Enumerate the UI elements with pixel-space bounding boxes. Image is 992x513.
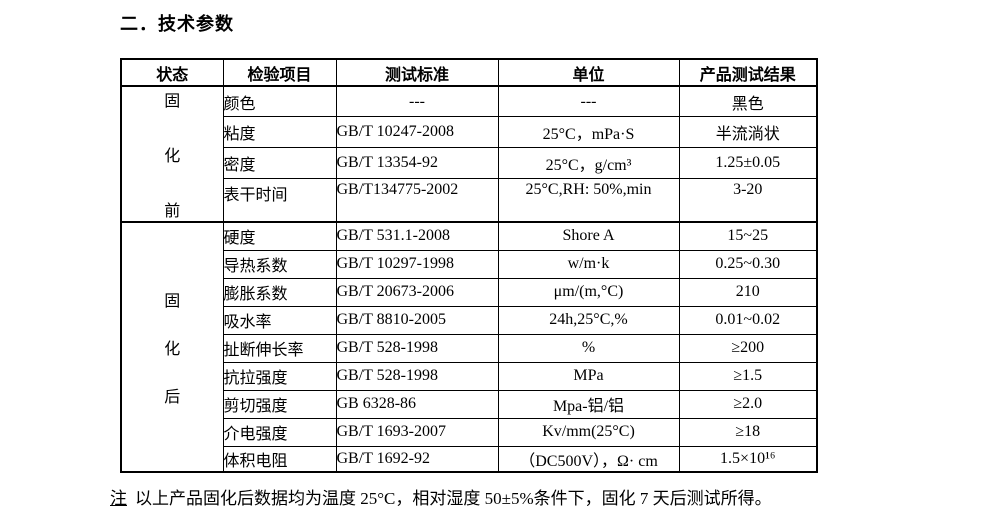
cell-standard: GB/T 1692-92 xyxy=(335,445,499,472)
cell-unit: 25°C，g/cm³ xyxy=(497,146,680,179)
cell-item: 颜色 xyxy=(222,85,337,118)
cell-item: 膨胀系数 xyxy=(222,277,337,307)
table-row: 固化前颜色 --- --- 黑色 xyxy=(120,85,818,223)
table-row: 吸水率 GB/T 8810-2005 24h,25°C,% 0.01~0.02 xyxy=(121,305,818,335)
cell-result: 0.01~0.02 xyxy=(678,305,818,335)
cell-unit: MPa xyxy=(497,361,680,391)
cell-result: 3-20 xyxy=(678,177,818,223)
table-row: 表干时间 GB/T134775-2002 25°C,RH: 50%,min 3-20 xyxy=(121,177,818,223)
footnote: 注以上产品固化后数据均为温度 25°C，相对湿度 50±5%条件下，固化 7 天… xyxy=(110,484,772,509)
cell-item: 抗拉强度 xyxy=(222,361,337,391)
cell-standard: GB/T 1693-2007 xyxy=(335,417,499,447)
technical-parameters-table: 状态 检验项目 测试标准 单位 产品测试结果 固化前颜色 --- --- 黑色 粘度 GB/T 1… xyxy=(120,58,818,473)
cell-standard: GB/T 20673-2006 xyxy=(335,277,499,307)
table-row: 介电强度 GB/T 1693-2007 Kv/mm(25°C) ≥18 xyxy=(121,417,818,447)
state-char-stack: 固化后 xyxy=(122,287,222,407)
column-header-2: 测试标准 xyxy=(335,58,499,87)
footnote-text: 以上产品固化后数据均为温度 25°C，相对湿度 50±5%条件下，固化 7 天后… xyxy=(135,489,772,508)
cell-standard: GB/T134775-2002 xyxy=(335,177,499,223)
table-row: 粘度 GB/T 10247-2008 25°C，mPa·S 半流淌状 xyxy=(121,116,818,148)
column-header-3: 单位 xyxy=(497,58,680,87)
cell-item: 剪切强度 xyxy=(222,389,337,419)
column-header-4: 产品测试结果 xyxy=(678,58,818,87)
cell-item: 密度 xyxy=(222,146,337,179)
cell-standard: GB/T 528-1998 xyxy=(335,333,499,363)
cell-standard: GB/T 531.1-2008 xyxy=(335,221,499,251)
cell-standard: --- xyxy=(335,85,499,118)
cell-standard: GB 6328-86 xyxy=(335,389,499,419)
state-char: 固 xyxy=(164,93,181,110)
table-row: 扯断伸长率 GB/T 528-1998% ≥200 xyxy=(121,333,818,363)
table-row: 密度 GB/T 13354-92 25°C，g/cm³ 1.25±0.05 xyxy=(121,146,818,179)
page-title: 二．技术参数 xyxy=(120,14,234,34)
cell-item: 导热系数 xyxy=(222,249,337,279)
cell-unit: --- xyxy=(497,85,680,118)
cell-standard: GB/T 10297-1998 xyxy=(335,249,499,279)
cell-item: 粘度 xyxy=(222,116,337,148)
cell-result: ≥18 xyxy=(678,417,818,447)
cell-result: 黑色 xyxy=(678,85,818,118)
cell-unit: μm/(m,°C) xyxy=(497,277,680,307)
state-char: 化 xyxy=(164,340,181,358)
state-cell-group-1: 固化后 xyxy=(120,221,224,472)
cell-item: 硬度 xyxy=(222,221,337,251)
cell-unit: 24h,25°C,% xyxy=(497,305,680,335)
cell-unit: Mpa-铝/铝 xyxy=(497,389,680,419)
cell-unit: 25°C,RH: 50%,min xyxy=(497,177,680,223)
state-char-stack: 固化前 xyxy=(122,87,222,221)
cell-unit: w/m·k xyxy=(497,249,680,279)
cell-unit: （DC500V），Ω· cm xyxy=(497,445,680,472)
cell-result: 210 xyxy=(678,277,818,307)
cell-result: ≥1.5 xyxy=(678,361,818,391)
table-row: 体积电阻 GB/T 1692-92 （DC500V），Ω· cm 1.5×10¹⁶ xyxy=(121,445,818,472)
cell-unit: % xyxy=(497,333,680,363)
column-header-0: 状态 xyxy=(120,58,224,87)
cell-item: 体积电阻 xyxy=(222,445,337,472)
cell-result: ≥2.0 xyxy=(678,389,818,419)
cell-result: 1.25±0.05 xyxy=(678,146,818,179)
table-row: 剪切强度 GB 6328-86 Mpa-铝/铝 ≥2.0 xyxy=(121,389,818,419)
cell-result: 1.5×10¹⁶ xyxy=(678,445,818,472)
cell-unit: Shore A xyxy=(497,221,680,251)
cell-standard: GB/T 10247-2008 xyxy=(335,116,499,148)
cell-unit: 25°C，mPa·S xyxy=(497,116,680,148)
cell-standard: GB/T 13354-92 xyxy=(335,146,499,179)
cell-item: 扯断伸长率 xyxy=(222,333,337,363)
cell-unit: Kv/mm(25°C) xyxy=(497,417,680,447)
cell-result: 半流淌状 xyxy=(678,116,818,148)
cell-result: ≥200 xyxy=(678,333,818,363)
column-header-1: 检验项目 xyxy=(222,58,337,87)
table-row: 固化后 硬度 GB/T 531.1-2008 Shore A 15~25 xyxy=(120,221,818,472)
state-char: 后 xyxy=(164,388,181,406)
cell-result: 15~25 xyxy=(678,221,818,251)
table-header-row: 状态 检验项目 测试标准 单位 产品测试结果 xyxy=(120,58,818,87)
state-char: 前 xyxy=(164,203,181,220)
cell-item: 介电强度 xyxy=(222,417,337,447)
state-char: 化 xyxy=(164,148,181,165)
table-row: 导热系数 GB/T 10297-1998 w/m·k 0.25~0.30 xyxy=(121,249,818,279)
table-row: 膨胀系数 GB/T 20673-2006 μm/(m,°C) 210 xyxy=(121,277,818,307)
cell-result: 0.25~0.30 xyxy=(678,249,818,279)
footnote-label: 注 xyxy=(110,489,127,508)
cell-standard: GB/T 8810-2005 xyxy=(335,305,499,335)
state-char: 固 xyxy=(164,292,181,310)
state-cell-group-0: 固化前 xyxy=(120,85,224,223)
cell-item: 吸水率 xyxy=(222,305,337,335)
cell-standard: GB/T 528-1998 xyxy=(335,361,499,391)
cell-item: 表干时间 xyxy=(222,177,337,223)
table-row: 抗拉强度 GB/T 528-1998 MPa ≥1.5 xyxy=(121,361,818,391)
